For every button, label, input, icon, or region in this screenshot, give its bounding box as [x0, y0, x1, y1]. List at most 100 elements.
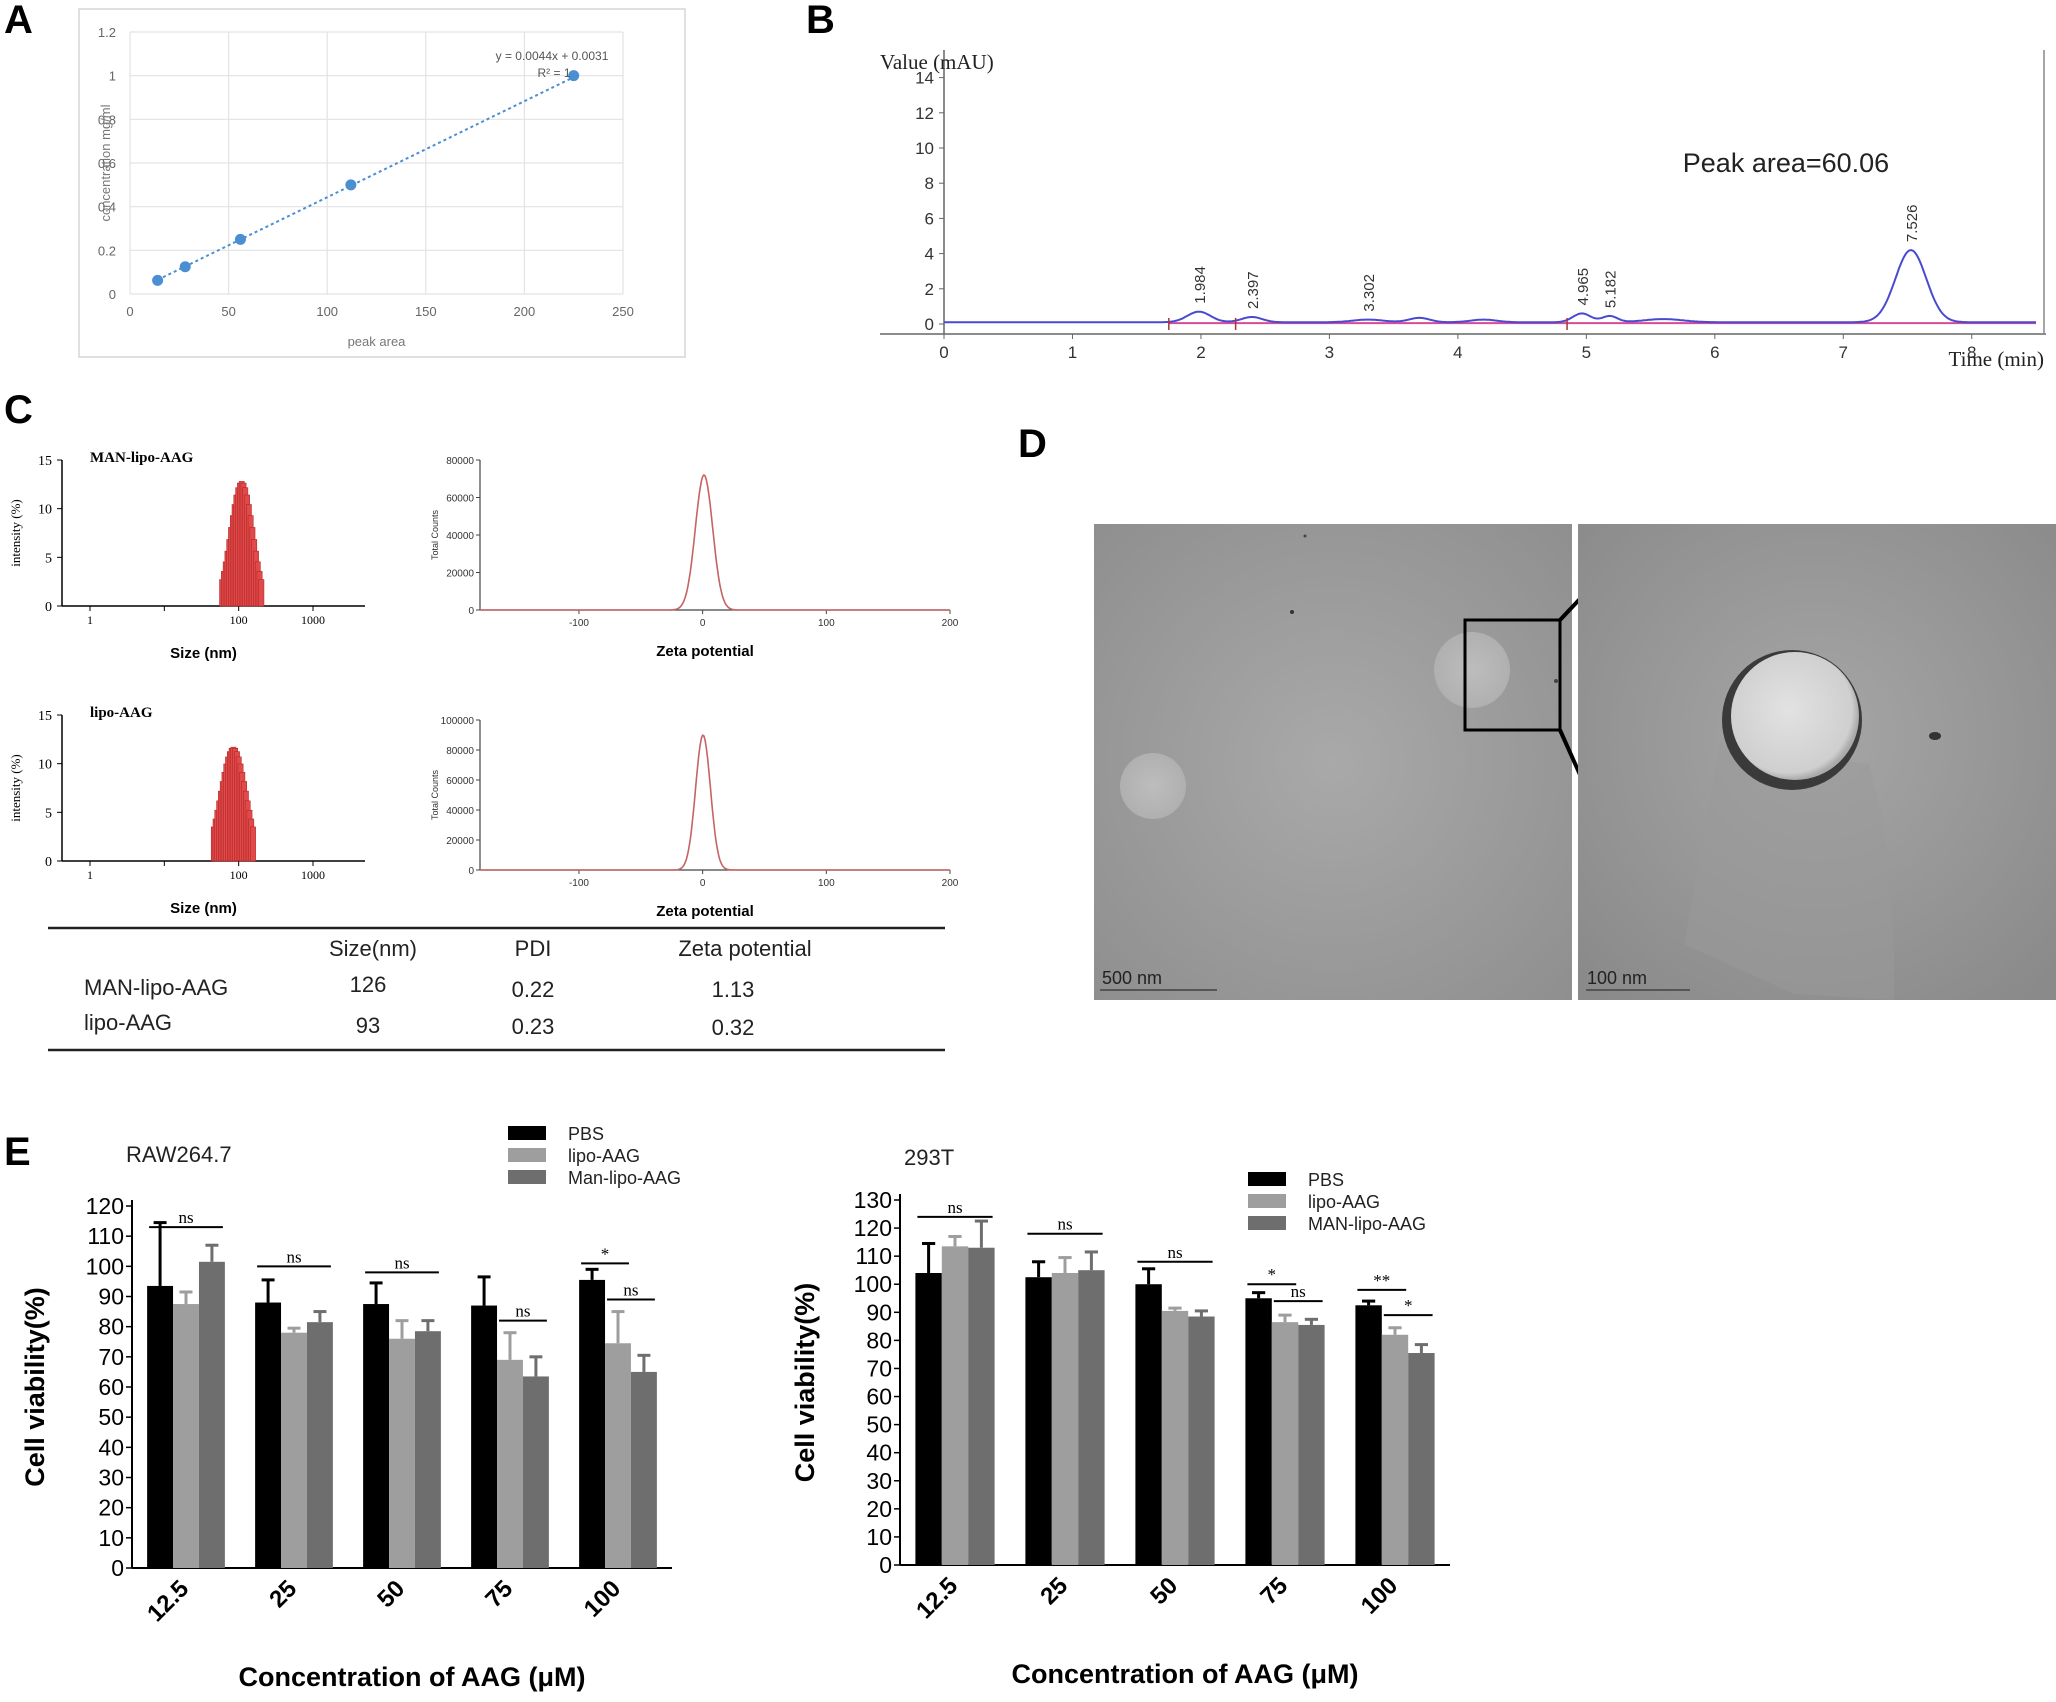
significance-label: *: [1404, 1296, 1413, 1315]
x-tick-label: 2: [1196, 343, 1205, 362]
vesicle: [1120, 753, 1186, 819]
y-tick-label: 60000: [446, 494, 474, 505]
significance-label: ns: [1057, 1215, 1072, 1234]
x-tick-label: 1: [87, 868, 93, 882]
y-tick-label: 30: [98, 1465, 124, 1491]
x-axis-label: Zeta potential: [656, 903, 754, 920]
y-tick-label: 40000: [446, 531, 474, 542]
y-tick-label: 5: [45, 806, 52, 821]
zeta-curve: [480, 734, 950, 871]
significance-label: ns: [623, 1281, 638, 1300]
y-tick-label: 1: [109, 69, 116, 84]
y-tick-label: 80000: [446, 746, 474, 757]
data-point: [234, 233, 246, 245]
equation-annotation: y = 0.0044x + 0.0031: [496, 49, 609, 63]
table-cell: 0.32: [712, 1015, 755, 1040]
x-tick-label: 1000: [301, 868, 325, 882]
chart-title: RAW264.7: [126, 1142, 232, 1167]
y-tick-label: 8: [925, 174, 934, 193]
panel-c-summary-table: Size(nm) PDI Zeta potential MAN-lipo-AAG…: [48, 926, 945, 1052]
x-tick-label: 200: [942, 618, 959, 629]
y-tick-label: 14: [915, 69, 934, 88]
bar-pbs: [1025, 1277, 1052, 1565]
legend-label: lipo-AAG: [1308, 1192, 1380, 1212]
legend-label: PBS: [568, 1124, 604, 1144]
data-point: [568, 70, 580, 82]
peak-label: 5.182: [1603, 271, 1620, 309]
y-tick-label: 20: [866, 1496, 892, 1522]
bar-man-lipo-aag: [1078, 1270, 1105, 1565]
bar-pbs: [363, 1304, 390, 1568]
y-tick-label: 0: [111, 1555, 124, 1581]
x-tick-label: 3: [1325, 343, 1334, 362]
x-tick-label: 200: [514, 304, 536, 319]
panel-d-tem-images: 500 nm 100 nm: [1094, 524, 2056, 1000]
bar-lipo-aag: [605, 1343, 631, 1568]
x-tick-label: 7: [1839, 343, 1848, 362]
vesicle: [1434, 632, 1510, 708]
y-tick-label: 0.2: [98, 243, 116, 258]
vesicle: [1731, 652, 1859, 780]
y-tick-label: 20: [98, 1495, 124, 1521]
bar-lipo-aag: [389, 1338, 415, 1568]
x-tick-label: 5: [1582, 343, 1591, 362]
x-axis-label: Concentration of AAG (μM): [239, 1662, 586, 1692]
panel-label-d: D: [1018, 422, 1047, 466]
x-tick-label: 12.5: [142, 1575, 194, 1627]
legend-swatch: [508, 1148, 546, 1162]
panel-label-e: E: [4, 1130, 31, 1174]
y-axis-label: Total Counts: [430, 509, 440, 560]
y-tick-label: 120: [86, 1193, 124, 1219]
trendline: [157, 76, 575, 281]
x-tick-label: 100: [818, 878, 835, 889]
legend-swatch: [1248, 1194, 1286, 1208]
x-tick-label: 100: [1356, 1572, 1403, 1619]
y-tick-label: 70: [866, 1355, 892, 1381]
scale-bar-left: 500 nm: [1102, 968, 1162, 988]
x-tick-label: 100: [230, 868, 248, 882]
x-axis-label: Zeta potential: [656, 643, 754, 660]
peak-label: 2.397: [1245, 271, 1262, 309]
y-tick-label: 10: [915, 139, 934, 158]
x-tick-label: 100: [818, 618, 835, 629]
x-tick-label: 50: [1145, 1572, 1183, 1610]
y-tick-label: 100: [854, 1271, 892, 1297]
y-tick-label: 0: [45, 855, 52, 870]
significance-label: ns: [394, 1253, 409, 1272]
significance-label: ns: [178, 1208, 193, 1227]
y-tick-label: 0: [45, 600, 52, 615]
chart-title: lipo-AAG: [90, 705, 153, 721]
data-point: [179, 261, 191, 273]
x-tick-label: 50: [372, 1575, 410, 1613]
panel-label-b: B: [806, 0, 835, 42]
y-tick-label: 40: [866, 1440, 892, 1466]
data-point: [152, 274, 164, 286]
y-axis-label: Value (mAU): [880, 50, 994, 74]
bar-pbs: [579, 1279, 606, 1568]
x-tick-label: 25: [1035, 1572, 1073, 1610]
x-tick-label: 250: [612, 304, 634, 319]
bar-lipo-aag: [941, 1246, 969, 1565]
y-tick-label: 120: [854, 1215, 892, 1241]
bar-lipo-aag: [1381, 1334, 1409, 1565]
x-tick-label: 1: [1068, 343, 1077, 362]
panel-label-a: A: [4, 0, 33, 42]
bar-lipo-aag: [1161, 1310, 1189, 1565]
significance-label: ns: [286, 1247, 301, 1266]
peak-label: 7.526: [1904, 205, 1921, 243]
zeta-curve: [480, 473, 950, 611]
y-axis-label: intensity (%): [8, 499, 23, 567]
bar-man-lipo-aag: [1408, 1353, 1435, 1565]
bar-man-lipo-aag: [198, 1261, 225, 1568]
bar-man-lipo-aag: [522, 1376, 549, 1568]
y-tick-label: 0: [925, 315, 934, 334]
bar-man-lipo-aag: [968, 1247, 995, 1565]
table-cell: 0.23: [512, 1014, 555, 1039]
y-tick-label: 0.8: [98, 112, 116, 127]
significance-label: ns: [515, 1302, 530, 1321]
x-tick-label: 150: [415, 304, 437, 319]
x-tick-label: 100: [579, 1575, 626, 1622]
y-axis-label: Total Counts: [430, 769, 440, 820]
